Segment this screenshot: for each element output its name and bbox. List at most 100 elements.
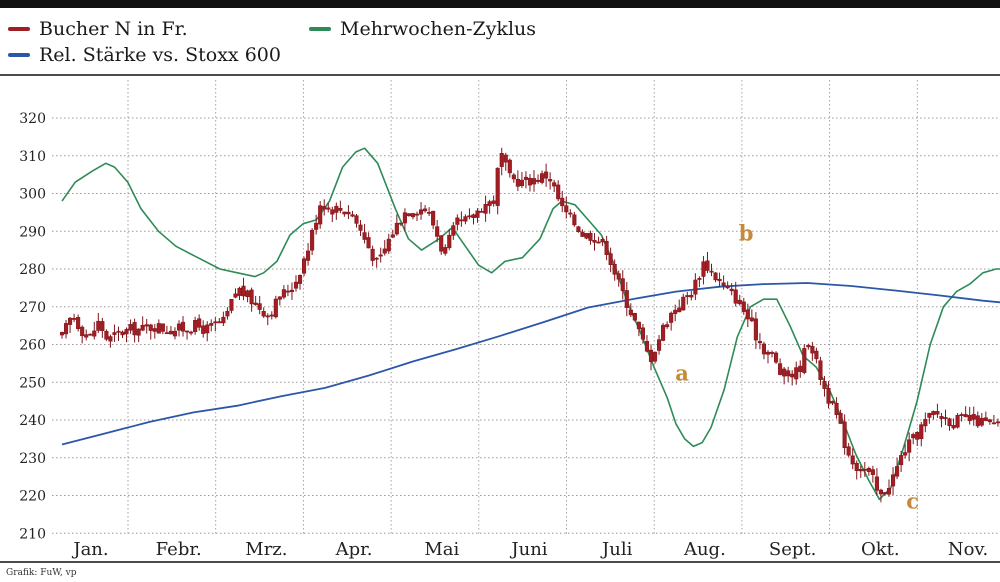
x-month-label: Mai [424, 539, 459, 560]
price-candle-body [487, 201, 492, 206]
y-tick-label: 250 [19, 375, 46, 391]
price-candle-body [640, 327, 645, 340]
price-candle-body [572, 214, 577, 226]
price-candle-body [842, 421, 847, 449]
price-candle-body [418, 209, 424, 215]
price-candle-body [265, 315, 270, 318]
price-candle-body [427, 212, 432, 214]
x-month-label: Juli [600, 539, 633, 560]
y-tick-label: 210 [19, 526, 46, 542]
price-candle-body [398, 222, 403, 225]
price-candle-body [386, 238, 391, 252]
price-candle-body [616, 273, 621, 280]
price-candle-body [197, 318, 202, 328]
price-candle-body [326, 207, 331, 210]
price-candle-body [72, 318, 77, 320]
price-candle-body [467, 215, 472, 218]
price-candle-body [281, 289, 286, 298]
price-candle-body [261, 311, 266, 317]
price-candle-body [612, 264, 617, 275]
price-candle-body [414, 213, 420, 216]
x-month-label: Nov. [948, 539, 988, 560]
price-candle-body [713, 272, 718, 281]
y-tick-label: 310 [19, 149, 46, 165]
y-tick-label: 270 [19, 300, 46, 316]
price-candle-body [483, 203, 488, 214]
price-candle-body [790, 373, 795, 378]
price-candle-body [527, 177, 533, 186]
price-candle-body [628, 309, 633, 316]
price-candle-body [733, 289, 738, 304]
price-candle-body [697, 278, 702, 280]
legend-swatch-rel-strength [8, 53, 30, 57]
price-candle-body [374, 257, 379, 260]
price-candle-body [435, 226, 440, 237]
price-candle-body [991, 422, 996, 425]
price-candle-body [757, 341, 762, 344]
price-candle-body [769, 352, 775, 354]
price-candle-body [858, 469, 863, 472]
y-tick-label: 260 [19, 338, 46, 354]
price-candle-body [580, 231, 585, 237]
price-candle-body [140, 324, 145, 331]
price-candle-body [753, 318, 758, 341]
price-candle-body [657, 339, 662, 351]
price-candle-body [689, 294, 694, 298]
price-candle-body [112, 332, 117, 335]
y-tick-label: 290 [19, 224, 46, 240]
price-candle-body [648, 349, 654, 362]
price-candle-body [636, 321, 641, 330]
price-candle-body [136, 328, 141, 336]
price-candle-body [160, 323, 165, 332]
price-candle-body [608, 253, 613, 265]
price-candle-body [366, 237, 371, 249]
legend-label-cycle: Mehrwochen-Zyklus [340, 18, 537, 40]
source-note: Grafik: FuW, vp [6, 568, 77, 578]
price-candle-body [257, 303, 262, 310]
price-candle-body [705, 260, 710, 271]
price-candle-body [209, 323, 214, 326]
price-candle-body [92, 330, 97, 337]
top-rule [0, 0, 1000, 8]
price-candle-body [394, 222, 399, 235]
price-candle-body [915, 432, 920, 440]
price-candle-body [761, 343, 767, 355]
price-candle-body [322, 206, 327, 210]
price-candle-body [548, 179, 553, 182]
price-candle-body [995, 421, 1000, 424]
price-candle-body [544, 171, 549, 179]
price-candle-body [104, 331, 109, 340]
price-candle-body [229, 299, 234, 311]
price-candle-body [406, 213, 411, 217]
y-tick-label: 220 [19, 489, 46, 505]
price-candle-body [939, 416, 944, 419]
price-candle-body [148, 324, 153, 331]
x-month-label: Jan. [71, 539, 108, 560]
annotation-b: b [739, 221, 754, 246]
price-candle-body [193, 320, 198, 332]
price-candle-body [84, 334, 89, 338]
price-candle-body [604, 240, 609, 255]
price-candle-body [241, 285, 246, 297]
price-candle-body [423, 208, 428, 212]
price-candle-body [342, 211, 347, 215]
price-candle-body [927, 412, 932, 418]
price-candle-body [382, 248, 387, 254]
price-candle-body [717, 278, 722, 282]
price-candle-body [68, 317, 73, 325]
price-candle-body [293, 281, 299, 289]
price-candle-body [552, 182, 557, 187]
price-candle-body [802, 348, 807, 373]
price-candle-body [854, 462, 859, 471]
price-candle-body [822, 381, 827, 389]
price-candle-body [935, 411, 940, 415]
price-candle-body [535, 179, 541, 182]
legend-swatch-price [8, 27, 30, 31]
y-tick-label: 240 [19, 413, 46, 429]
price-candle-body [620, 278, 625, 292]
price-candle-body [923, 419, 928, 427]
x-month-label: Juni [509, 539, 547, 560]
price-candle-body [882, 492, 888, 495]
price-candle-body [721, 282, 726, 286]
price-candle-body [959, 414, 964, 416]
